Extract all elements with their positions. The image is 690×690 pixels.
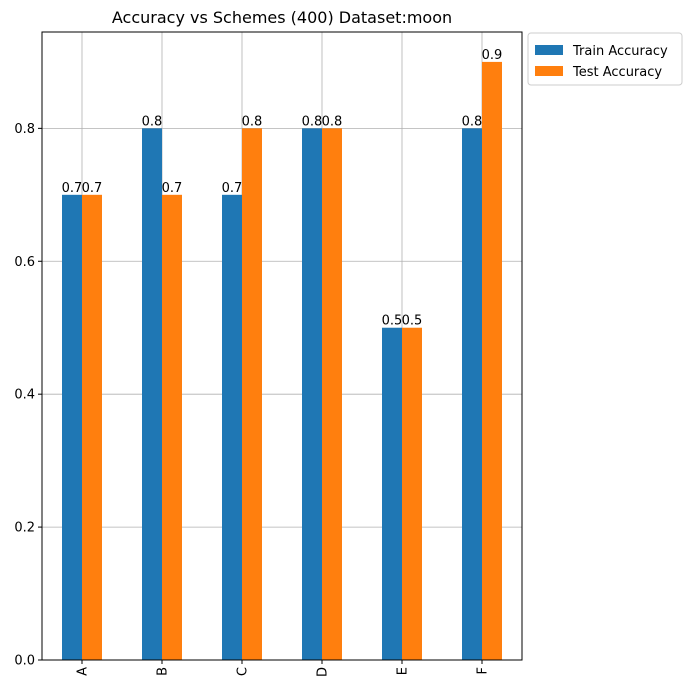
y-tick-label: 0.6 (14, 255, 35, 270)
legend-swatch-test (535, 66, 563, 76)
y-tick-label: 0.0 (14, 654, 35, 669)
data-label: 0.8 (302, 114, 323, 129)
data-label: 0.8 (142, 114, 163, 129)
bar-D-train (302, 128, 322, 660)
y-tick-label: 0.2 (14, 521, 35, 536)
legend-label-test: Test Accuracy (572, 65, 662, 80)
data-labels: 0.70.80.70.80.50.80.7 0.70.8 0.80.50.9 (62, 48, 503, 329)
legend-frame (527, 32, 683, 86)
data-label: 0.9 (482, 48, 503, 63)
bar-E-train (382, 327, 402, 660)
x-tick-label: C (236, 667, 251, 676)
data-label: 0.8 (322, 114, 343, 129)
plot-area-frame (41, 31, 523, 661)
grid-lines (42, 32, 522, 661)
bar-A-train (62, 194, 82, 660)
data-label: 0.7 (162, 181, 183, 196)
bar-D-test (322, 128, 342, 660)
data-label: 0.8 (242, 114, 263, 129)
bar-C-train (222, 194, 242, 660)
data-label: 0.8 (462, 114, 483, 129)
data-label: 0.7 (62, 181, 83, 196)
bar-F-train (462, 128, 482, 660)
y-tick-label: 0.8 (14, 122, 35, 137)
bar-A-test (82, 194, 102, 660)
bar-C-test (242, 128, 262, 660)
bar-E-test (402, 327, 422, 660)
x-tick-label: A (76, 667, 91, 676)
data-label: 0.7 (222, 181, 243, 196)
legend-label-train: Train Accuracy (572, 44, 668, 59)
legend: Train Accuracy Test Accuracy (527, 32, 683, 86)
chart-title: Accuracy vs Schemes (400) Dataset:moon (112, 8, 452, 27)
x-tick-label: E (396, 667, 411, 675)
bar-B-train (142, 128, 162, 660)
y-tick-label: 0.4 (14, 388, 35, 403)
bar-F-test (482, 61, 502, 660)
x-tick-label: B (156, 667, 171, 676)
legend-swatch-train (535, 45, 563, 55)
data-label: 0.7 (82, 181, 103, 196)
x-tick-label: F (476, 667, 491, 674)
data-label: 0.5 (402, 314, 423, 329)
bar-B-test (162, 194, 182, 660)
x-tick-label: D (316, 667, 331, 677)
data-label: 0.5 (382, 314, 403, 329)
bars (62, 61, 502, 660)
axes: 0.0 0.2 0.4 0.6 0.8 A B C D E F (14, 122, 490, 677)
